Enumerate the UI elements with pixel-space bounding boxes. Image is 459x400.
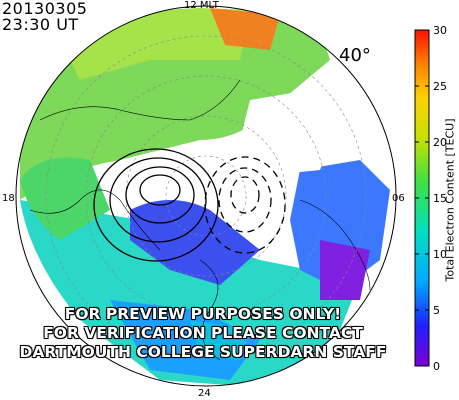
tec-region-gap [240, 90, 340, 175]
watermark-line-2: FOR VERIFICATION PLEASE CONTACT [43, 324, 363, 342]
preview-watermark: FOR PREVIEW PURPOSES ONLY! FOR VERIFICAT… [18, 305, 388, 362]
tec-region-midnight [110, 300, 260, 380]
latitude-label: 40° [339, 45, 371, 66]
time-label: 23:30 UT [2, 15, 79, 34]
coastline-dawn [299, 199, 371, 291]
colorbar-tick-label: 0 [433, 360, 440, 373]
tec-region-dawn-low [320, 240, 370, 300]
tec-data-layer [16, 6, 396, 386]
colorbar-tick-label: 15 [433, 192, 447, 205]
dawn-convection-cell [204, 156, 286, 254]
watermark-line-1: FOR PREVIEW PURPOSES ONLY! [64, 305, 342, 323]
colorbar-tick-label: 20 [433, 136, 447, 149]
dusk-convection-cell [93, 148, 219, 262]
map-border [15, 5, 397, 387]
watermark-line-3: DARTMOUTH COLLEGE SUPERDARN STAFF [19, 343, 387, 361]
coastline-dusk [29, 189, 161, 251]
colorbar-title: Total Electron Content [TECU] [443, 118, 457, 282]
colorbar-tick-label: 10 [433, 248, 447, 261]
mlt-label-right: 06 [392, 193, 405, 204]
tec-region-dusk [20, 157, 110, 240]
tec-region-south [20, 200, 360, 386]
tec-region-midnight-edge [190, 320, 250, 360]
mlt-label-left: 18 [2, 193, 15, 204]
colorbar-tick-label: 5 [433, 304, 440, 317]
date-label: 20130305 [2, 0, 88, 18]
mlt-label-bottom: 24 [198, 388, 211, 399]
coastline-midnight [199, 259, 221, 361]
tec-region-trough [130, 200, 260, 285]
colorbar-tick-label: 25 [433, 80, 447, 93]
lat-grid [45, 35, 367, 357]
coastline-north [39, 79, 241, 121]
colorbar-ticks: 0 5 10 15 20 25 30 [415, 24, 447, 373]
colorbar-tick-label: 30 [433, 24, 447, 37]
mlt-label-top: 12 MLT [184, 0, 219, 11]
tec-region-peak [210, 8, 280, 50]
